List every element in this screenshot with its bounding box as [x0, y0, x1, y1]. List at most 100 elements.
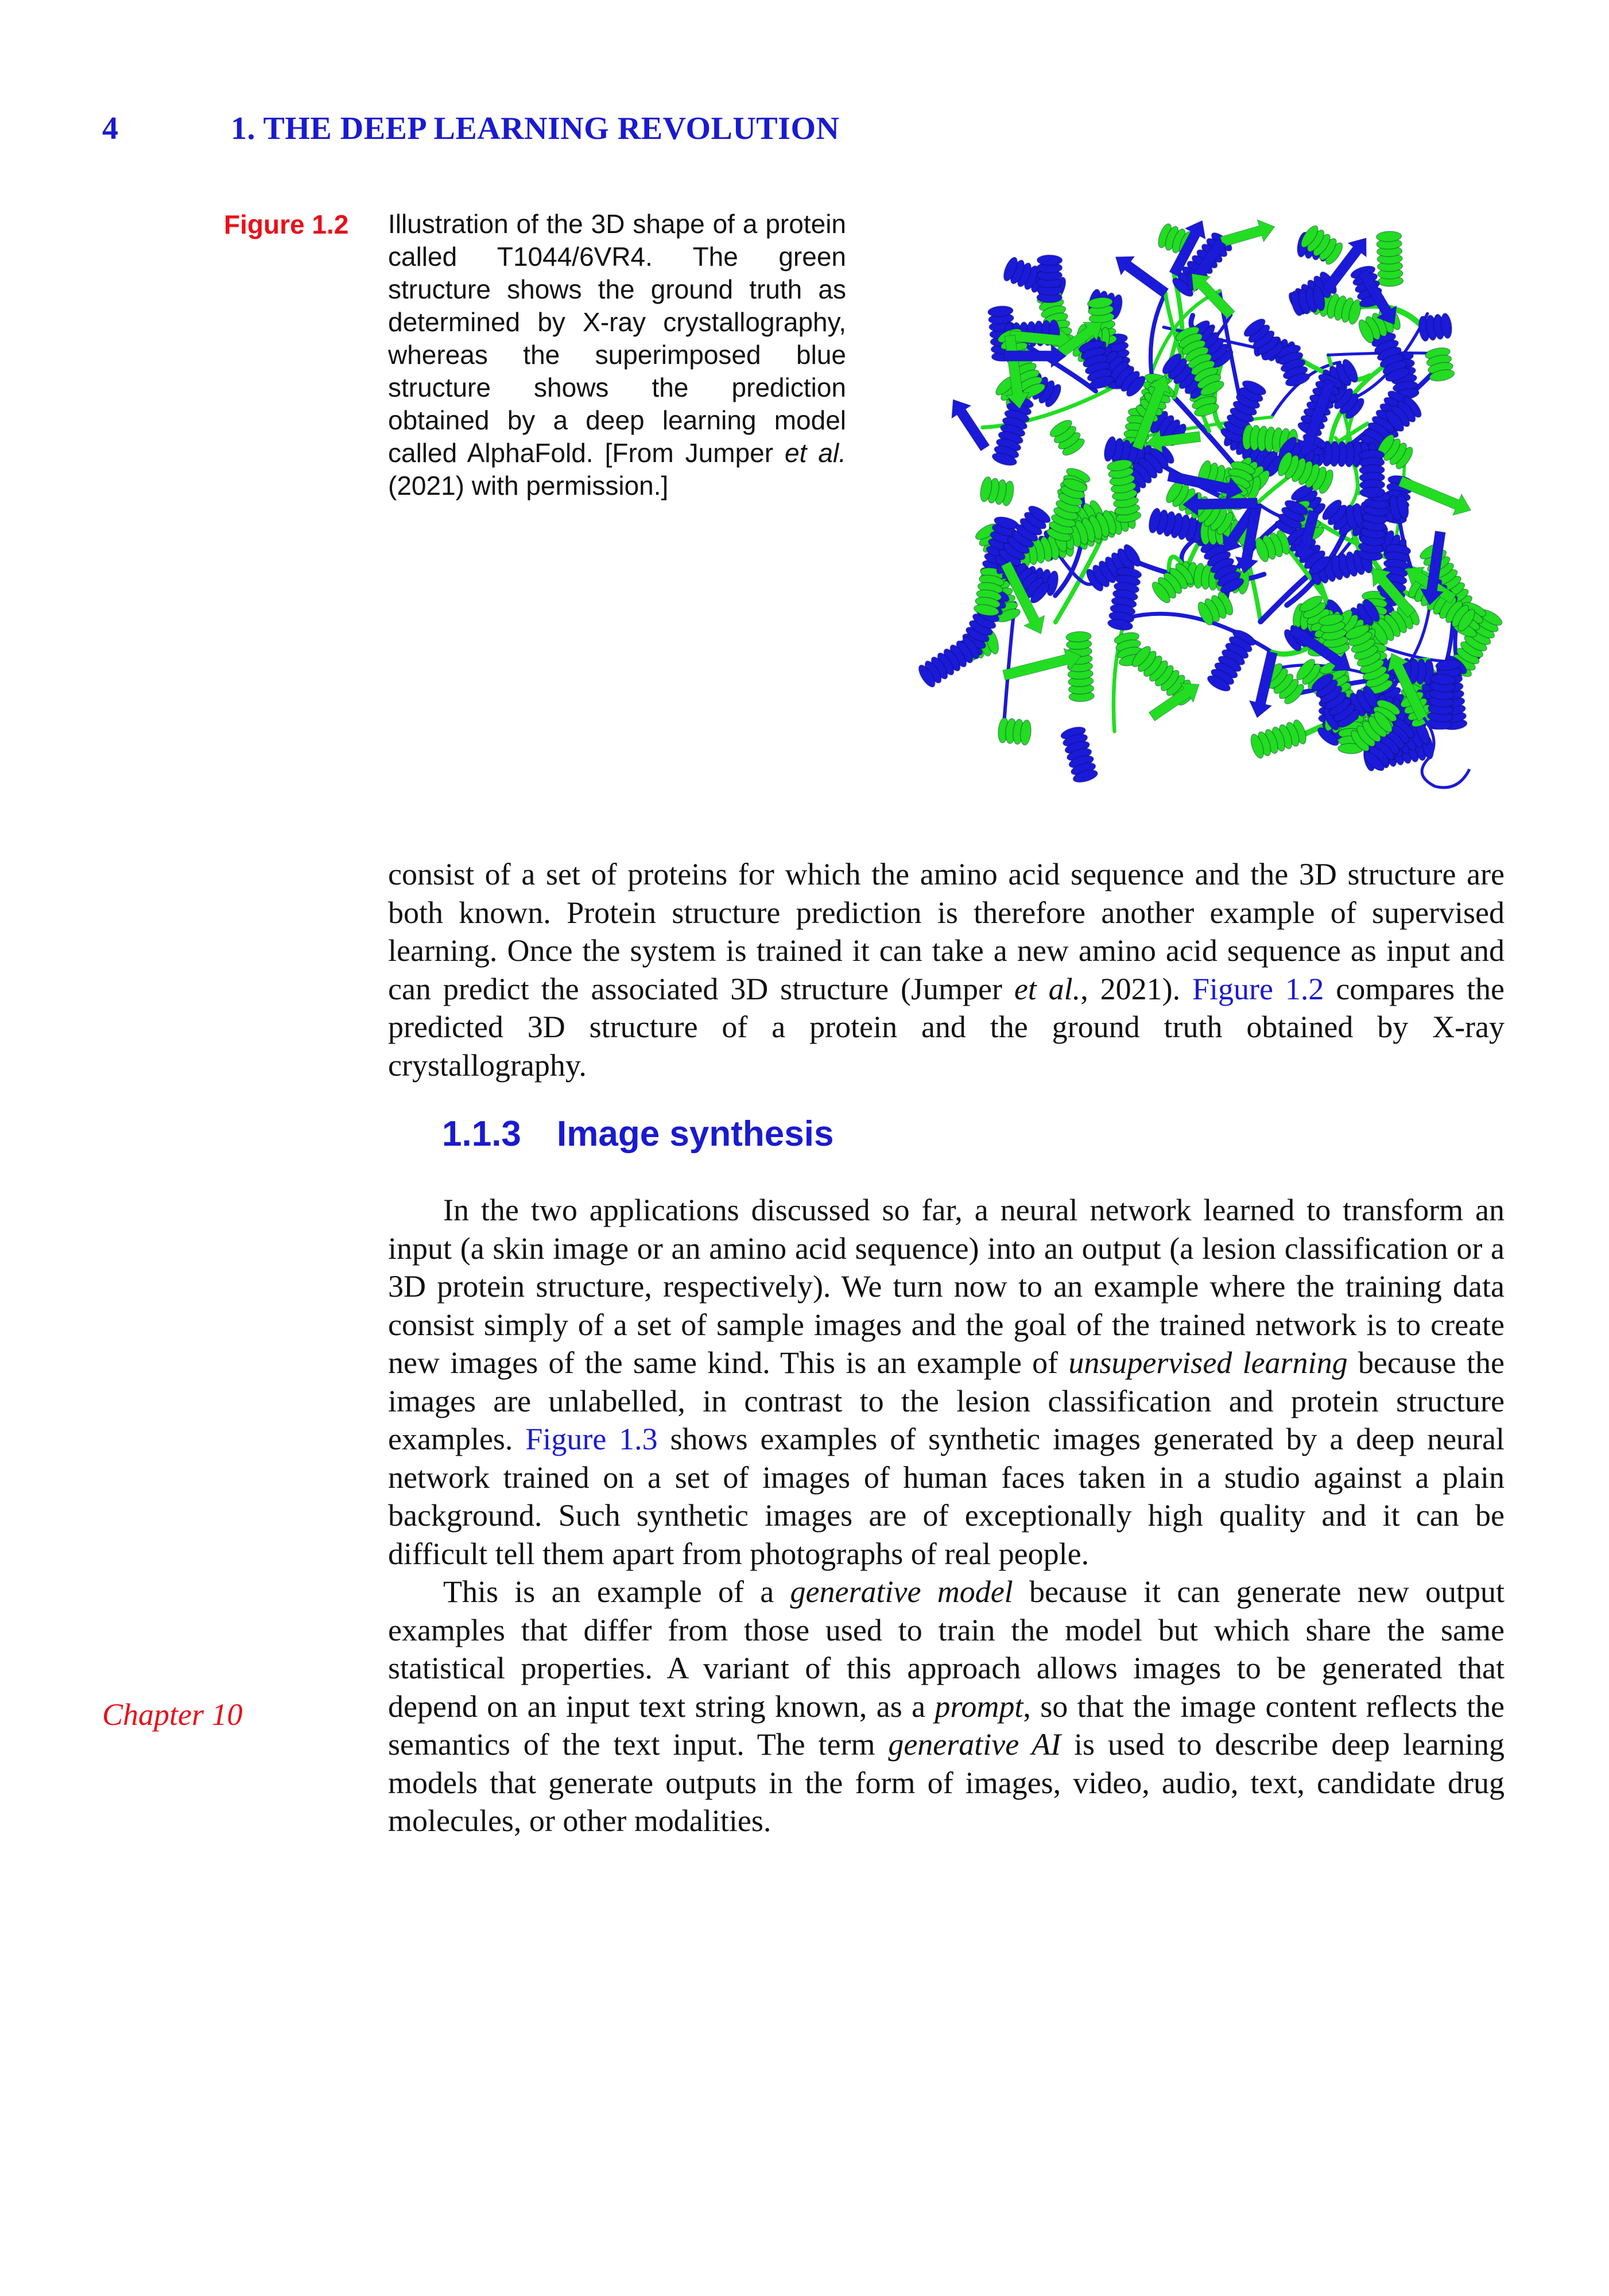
helix-turn: [1030, 582, 1050, 604]
helix: [1377, 434, 1413, 470]
helix-turn: [1363, 599, 1380, 622]
protein-ribbons: [918, 219, 1503, 789]
section-heading: 1.1.3 Image synthesis: [442, 1114, 833, 1154]
helix-turn: [1430, 673, 1456, 685]
para3-em-generative-model: generative model: [790, 1574, 1013, 1609]
helix: [918, 636, 980, 688]
helix: [1107, 567, 1142, 631]
caption-et-al: et al.: [785, 438, 846, 468]
para2-text-b: because the images are unlabelled, in co…: [388, 1345, 1505, 1456]
helix-turn: [1107, 618, 1134, 631]
body-paragraph-3: This is an example of a generative model…: [388, 1573, 1505, 1840]
helix-turn: [1285, 373, 1311, 387]
figure-1-3-link[interactable]: Figure 1.3: [525, 1422, 658, 1456]
helix-turn: [1322, 499, 1342, 521]
caption-text-a: Illustration of the 3D shape of a protei…: [388, 209, 846, 468]
beta-strand-arrow: [1182, 492, 1258, 517]
beta-strand-arrow: [1289, 625, 1351, 672]
helix-turn: [1065, 631, 1092, 643]
helix-turn: [991, 452, 1017, 466]
caption-text-b: (2021) with permission.]: [388, 471, 669, 501]
helix-turn: [1358, 319, 1374, 344]
helix: [1426, 673, 1456, 730]
para1-text-a: consist of a set of proteins for which t…: [388, 857, 1505, 1006]
beta-strand-arrow: [951, 399, 990, 452]
helix-turn: [1312, 285, 1325, 312]
helix: [1277, 452, 1333, 494]
margin-note-chapter-link[interactable]: Chapter 10: [102, 1697, 243, 1732]
helix-turn: [1308, 556, 1331, 575]
helix: [1358, 449, 1386, 498]
helix: [1107, 459, 1142, 523]
beta-strand-arrow: [1235, 503, 1262, 574]
beta-strand-arrow: [1387, 653, 1428, 722]
helix-turn: [1162, 353, 1182, 374]
helix: [1255, 530, 1290, 563]
helix: [1060, 726, 1098, 783]
para3-em-generative-ai: generative AI: [888, 1727, 1061, 1762]
page-number: 4: [102, 111, 118, 146]
section-body: In the two applications discussed so far…: [388, 1191, 1505, 1840]
helix-turn: [1397, 493, 1409, 519]
helix-turn: [1435, 659, 1461, 671]
beta-strand-arrow: [1249, 650, 1278, 719]
beta-strand-arrow: [1002, 647, 1082, 681]
helix-turn: [1375, 231, 1402, 242]
helix: [1046, 478, 1088, 542]
para2-text-a: In the two applications discussed so far…: [388, 1193, 1505, 1380]
beta-strand-arrow: [1293, 509, 1320, 563]
body-paragraph-2: In the two applications discussed so far…: [388, 1191, 1505, 1573]
helix-turn: [1126, 375, 1146, 397]
figure-1-2-link[interactable]: Figure 1.2: [1192, 971, 1324, 1006]
para1-et-al: et al.: [1014, 971, 1081, 1006]
helix: [1131, 646, 1197, 706]
helix: [1345, 625, 1393, 695]
helix-turn: [1200, 381, 1224, 396]
helix: [1301, 225, 1343, 265]
helix: [1220, 380, 1266, 443]
helix-turn: [1148, 507, 1161, 534]
helix: [1104, 436, 1153, 471]
helix: [980, 476, 1014, 507]
body-paragraph-1: consist of a set of proteins for which t…: [388, 855, 1505, 1084]
helix: [1311, 673, 1360, 728]
beta-strand-arrow: [1220, 219, 1275, 247]
helix-turn: [1363, 751, 1385, 771]
helix: [1151, 563, 1194, 603]
helix: [1175, 326, 1224, 396]
helix-turn: [1359, 487, 1386, 498]
para2-text-c: shows examples of synthetic images gener…: [388, 1422, 1505, 1571]
para3-text-b: because it can generate new output examp…: [388, 1574, 1505, 1724]
helix-turn: [1207, 675, 1231, 692]
helix-turn: [1345, 625, 1370, 639]
helix-turn: [1284, 500, 1309, 515]
helix: [998, 717, 1032, 746]
helix-turn: [1317, 727, 1339, 746]
helix-turn: [1072, 769, 1098, 783]
para3-text-c: , so that the image content reflects the…: [388, 1689, 1505, 1762]
helix-turn: [1277, 452, 1293, 476]
beta-strand-arrow: [1358, 269, 1397, 325]
helix-turn: [1301, 225, 1319, 248]
helix-turn: [1110, 294, 1123, 320]
helix-turn: [1046, 570, 1059, 596]
helix: [1250, 719, 1306, 759]
beta-strand-arrow: [1321, 237, 1367, 294]
helix-turn: [1278, 436, 1297, 459]
para2-em-unsupervised: unsupervised learning: [1068, 1345, 1348, 1380]
helix: [1318, 614, 1350, 656]
helix: [991, 395, 1034, 466]
helix-turn: [1457, 608, 1475, 632]
helix-turn: [973, 604, 999, 616]
helix-turn: [1172, 277, 1194, 297]
helix-turn: [1087, 297, 1113, 309]
helix: [1274, 500, 1309, 536]
helix-turn: [980, 476, 992, 502]
section-number: 1.1.3: [442, 1114, 521, 1154]
beta-strand-arrow: [1054, 321, 1103, 360]
para3-text-d: is used to describe deep learning models…: [388, 1727, 1505, 1838]
beta-strand-arrow: [1003, 344, 1067, 369]
helix-turn: [1193, 403, 1219, 417]
backbone-coil: [1166, 554, 1187, 572]
beta-strand-arrow: [1115, 256, 1169, 298]
